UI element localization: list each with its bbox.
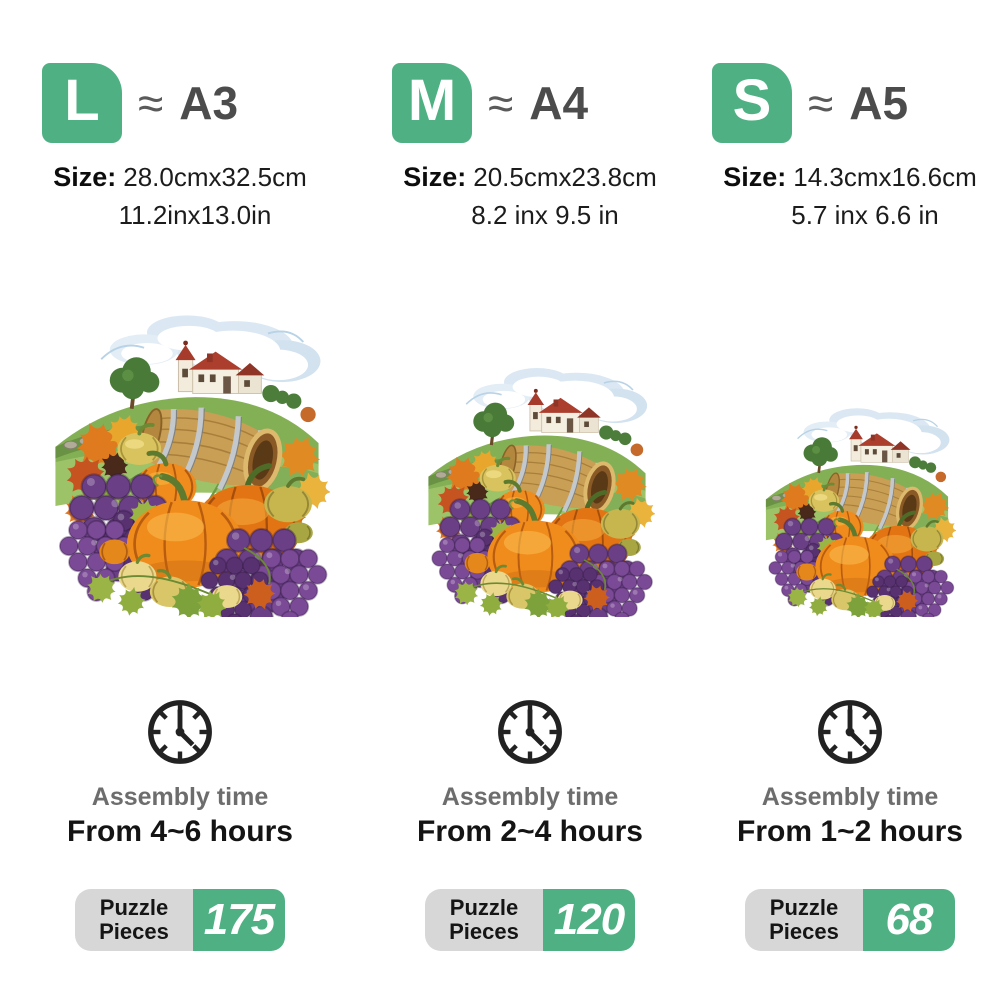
puzzle-pieces-count: 175 (193, 889, 285, 951)
size-block: Size: 14.3cmx16.6cm 5.7 inx 6.6 in (700, 162, 1000, 231)
puzzle-label-line1: Puzzle (99, 895, 169, 921)
harvest-illustration (419, 357, 655, 617)
puzzle-pieces-badge: Puzzle Pieces 120 (425, 889, 635, 951)
approx-symbol: ≈ (488, 77, 514, 129)
size-header: M ≈ A4 (380, 62, 680, 144)
clock-icon (491, 693, 569, 771)
size-letter-badge: M (392, 63, 472, 143)
size-letter-badge: S (712, 63, 792, 143)
size-block: Size: 28.0cmx32.5cm 11.2inx13.0in (30, 162, 330, 231)
assembly-time-range: From 2~4 hours (417, 815, 643, 848)
size-in-value: 8.2 inx 9.5 in (471, 200, 619, 230)
size-label: Size: (723, 162, 787, 192)
harvest-illustration (44, 302, 330, 617)
size-cm-row: Size: 28.0cmx32.5cm (30, 162, 330, 193)
size-letter: M (407, 68, 457, 133)
harvest-illustration (758, 399, 956, 617)
puzzle-label-line2: Pieces (769, 919, 839, 944)
assembly-time-range: From 1~2 hours (737, 815, 963, 848)
clock-icon (811, 693, 889, 771)
harvest-puzzle-image (380, 231, 680, 617)
puzzle-pieces-label: Puzzle Pieces (425, 889, 543, 951)
puzzle-pieces-label: Puzzle Pieces (75, 889, 193, 951)
size-column-small: S ≈ A5 Size: 14.3cmx16.6cm 5.7 inx 6.6 in… (700, 0, 1000, 951)
size-letter: S (732, 68, 772, 133)
paper-size-label: A5 (849, 77, 909, 129)
harvest-puzzle-image (30, 231, 330, 617)
paper-size-label: A3 (179, 77, 239, 129)
size-cm-value: 14.3cmx16.6cm (793, 162, 977, 192)
puzzle-label-line2: Pieces (99, 919, 169, 944)
puzzle-label-line1: Puzzle (449, 895, 519, 921)
size-block: Size: 20.5cmx23.8cm 8.2 inx 9.5 in (380, 162, 680, 231)
size-in-value: 11.2inx13.0in (118, 200, 272, 230)
size-cm-value: 20.5cmx23.8cm (473, 162, 657, 192)
size-cm-value: 28.0cmx32.5cm (123, 162, 307, 192)
approx-symbol: ≈ (138, 77, 164, 129)
size-column-large: L ≈ A3 Size: 28.0cmx32.5cm 11.2inx13.0in … (30, 0, 330, 951)
puzzle-pieces-count: 120 (543, 889, 635, 951)
assembly-time-label: Assembly time (761, 783, 939, 811)
puzzle-label-line2: Pieces (449, 919, 519, 944)
assembly-time-range: From 4~6 hours (67, 815, 293, 848)
puzzle-pieces-badge: Puzzle Pieces 68 (745, 889, 955, 951)
puzzle-pieces-count: 68 (863, 889, 955, 951)
clock-icon (141, 693, 219, 771)
size-in-value: 5.7 inx 6.6 in (791, 200, 939, 230)
puzzle-pieces-badge: Puzzle Pieces 175 (75, 889, 285, 951)
size-letter-badge: L (42, 63, 122, 143)
approx-symbol: ≈ (808, 77, 834, 129)
size-header: S ≈ A5 (700, 62, 1000, 144)
size-cm-row: Size: 14.3cmx16.6cm (700, 162, 1000, 193)
size-header: L ≈ A3 (30, 62, 330, 144)
puzzle-pieces-label: Puzzle Pieces (745, 889, 863, 951)
assembly-time-label: Assembly time (91, 783, 269, 811)
size-column-medium: M ≈ A4 Size: 20.5cmx23.8cm 8.2 inx 9.5 in… (380, 0, 680, 951)
harvest-puzzle-image (700, 231, 1000, 617)
puzzle-label-line1: Puzzle (769, 895, 839, 921)
size-letter: L (64, 68, 100, 133)
size-cm-row: Size: 20.5cmx23.8cm (380, 162, 680, 193)
size-label: Size: (53, 162, 117, 192)
paper-size-label: A4 (529, 77, 589, 129)
size-label: Size: (403, 162, 467, 192)
assembly-time-label: Assembly time (441, 783, 619, 811)
